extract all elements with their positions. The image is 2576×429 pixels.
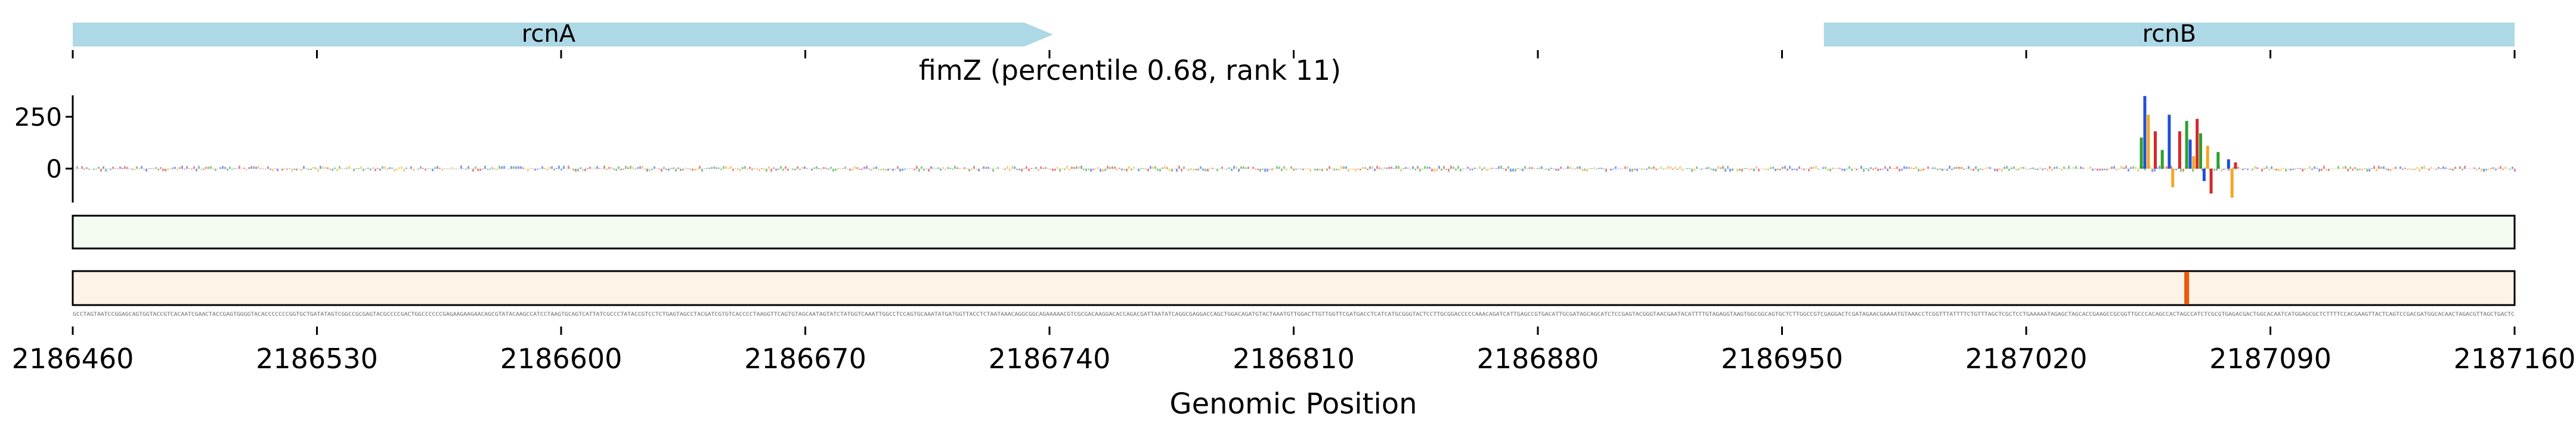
attribution-peak xyxy=(2202,169,2206,181)
x-tick-label: 2186460 xyxy=(12,343,134,375)
attribution-peak xyxy=(2209,169,2213,194)
attribution-peak xyxy=(2192,156,2196,169)
gene-track: rcnA rcnB xyxy=(72,20,2516,58)
attribution-peak xyxy=(2147,114,2150,169)
attribution-peak xyxy=(2178,131,2181,169)
signal-track-1 xyxy=(72,214,2516,250)
signal-track-2 xyxy=(72,270,2516,306)
x-tick-label: 2187090 xyxy=(2209,343,2332,375)
attribution-track: 250 0 xyxy=(14,95,2516,203)
x-tick-label: 2186600 xyxy=(500,343,623,375)
attribution-peak xyxy=(2171,169,2175,188)
attribution-peak xyxy=(2216,152,2220,169)
gene-label-rcnB: rcnB xyxy=(2142,20,2196,48)
x-tick-label: 2186740 xyxy=(989,343,1111,375)
track-2-highlight-mark xyxy=(2184,272,2190,304)
x-tick-label: 2186880 xyxy=(1477,343,1599,375)
chart-title: fimZ (percentile 0.68, rank 11) xyxy=(919,54,1341,86)
attribution-y-tick-label: 250 xyxy=(14,102,62,132)
attribution-peak xyxy=(2230,169,2234,198)
x-axis-label: Genomic Position xyxy=(1169,387,1417,421)
x-axis: 2186460 2186530 2186600 2186670 2186740 21868… xyxy=(12,327,2576,375)
sequence-text: GCCTAGTAATCCGGAGCAGTGGTACCGTCACAATCGAACT… xyxy=(73,312,2515,318)
attribution-peak xyxy=(2206,145,2209,169)
attribution-peak xyxy=(2153,131,2157,169)
x-tick-label: 2186950 xyxy=(1721,343,1843,375)
attribution-peak xyxy=(2227,159,2230,169)
attribution-peak xyxy=(2234,162,2237,169)
attribution-peak xyxy=(2143,96,2147,169)
attribution-peak xyxy=(2168,114,2171,169)
gene-arrow-rcnA xyxy=(73,23,1053,46)
x-tick-label: 2186810 xyxy=(1233,343,1355,375)
attribution-peak xyxy=(2140,137,2143,169)
x-tick-label: 2186670 xyxy=(744,343,866,375)
x-tick-label: 2187020 xyxy=(1965,343,2088,375)
attribution-peak xyxy=(2160,150,2164,169)
attribution-peak xyxy=(2185,120,2188,169)
attribution-baseline-noise xyxy=(74,166,2516,172)
attribution-y-tick-label: 0 xyxy=(46,154,62,184)
sequence-strip: GCCTAGTAATCCGGAGCAGTGGTACCGTCACAATCGAACT… xyxy=(73,312,2515,318)
attribution-peak xyxy=(2199,133,2202,169)
attribution-peak xyxy=(2188,139,2192,169)
gene-arrow-rcnB xyxy=(1823,23,2515,46)
x-tick-label: 2187160 xyxy=(2454,343,2576,375)
attribution-peak xyxy=(2196,119,2199,169)
x-tick-label: 2186530 xyxy=(256,343,378,375)
gene-label-rcnA: rcnA xyxy=(522,20,576,48)
